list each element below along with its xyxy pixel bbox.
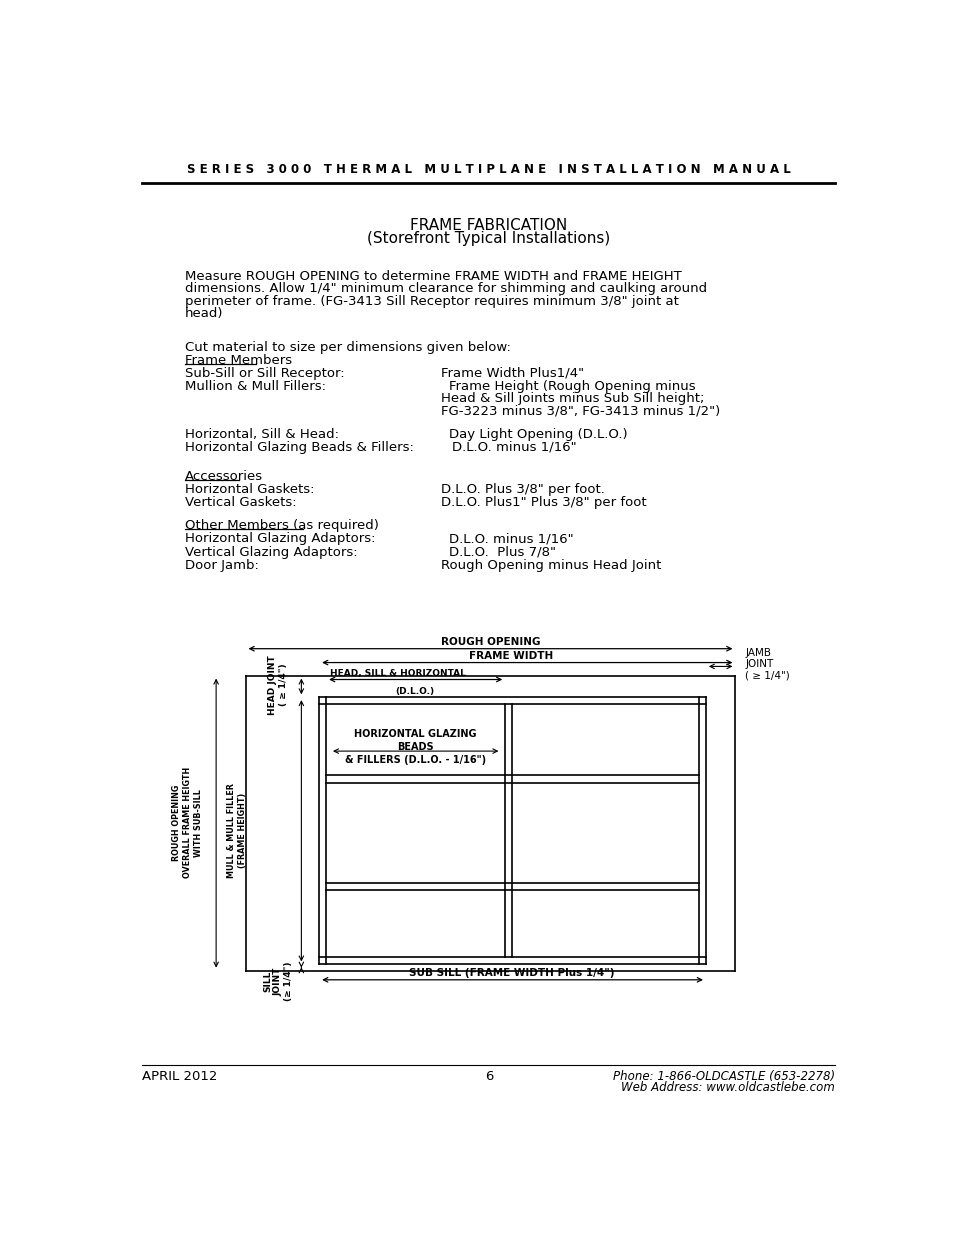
Text: Frame Height (Rough Opening minus: Frame Height (Rough Opening minus	[448, 380, 695, 393]
Text: Frame Members: Frame Members	[185, 353, 292, 367]
Text: Measure ROUGH OPENING to determine FRAME WIDTH and FRAME HEIGHT: Measure ROUGH OPENING to determine FRAME…	[185, 270, 681, 283]
Text: Vertical Glazing Adaptors:: Vertical Glazing Adaptors:	[185, 546, 357, 558]
Text: Horizontal Gaskets:: Horizontal Gaskets:	[185, 483, 314, 496]
Text: Other Members (as required): Other Members (as required)	[185, 520, 378, 532]
Text: Frame Width Plus1/4": Frame Width Plus1/4"	[440, 367, 583, 380]
Text: Day Light Opening (D.L.O.): Day Light Opening (D.L.O.)	[448, 427, 626, 441]
Text: D.L.O. Plus 3/8" per foot.: D.L.O. Plus 3/8" per foot.	[440, 483, 604, 496]
Text: JAMB
JOINT
( ≥ 1/4"): JAMB JOINT ( ≥ 1/4")	[744, 647, 789, 680]
Text: Horizontal, Sill & Head:: Horizontal, Sill & Head:	[185, 427, 338, 441]
Text: HEAD JOINT
( ≥ 1/4"): HEAD JOINT ( ≥ 1/4")	[268, 655, 288, 715]
Text: Cut material to size per dimensions given below:: Cut material to size per dimensions give…	[185, 341, 511, 353]
Text: Door Jamb:: Door Jamb:	[185, 558, 258, 572]
Text: APRIL 2012: APRIL 2012	[142, 1070, 217, 1083]
Text: Horizontal Glazing Beads & Fillers:: Horizontal Glazing Beads & Fillers:	[185, 441, 414, 453]
Text: (D.L.O.): (D.L.O.)	[395, 687, 435, 697]
Text: 6: 6	[484, 1070, 493, 1083]
Text: FG-3223 minus 3/8", FG-3413 minus 1/2"): FG-3223 minus 3/8", FG-3413 minus 1/2")	[440, 405, 720, 417]
Text: D.L.O. minus 1/16": D.L.O. minus 1/16"	[452, 441, 577, 453]
Text: ROUGH OPENING: ROUGH OPENING	[440, 637, 539, 647]
Text: Head & Sill joints minus Sub Sill height;: Head & Sill joints minus Sub Sill height…	[440, 393, 703, 405]
Text: SILL
JOINT
(≥ 1/4"): SILL JOINT (≥ 1/4")	[263, 962, 293, 1002]
Text: (Storefront Typical Installations): (Storefront Typical Installations)	[367, 231, 610, 246]
Text: head): head)	[185, 306, 223, 320]
Text: Horizontal Glazing Adaptors:: Horizontal Glazing Adaptors:	[185, 532, 375, 546]
Text: HEAD, SILL & HORIZONTAL: HEAD, SILL & HORIZONTAL	[330, 669, 465, 678]
Text: Sub-Sill or Sill Receptor:: Sub-Sill or Sill Receptor:	[185, 367, 344, 380]
Text: Accessories: Accessories	[185, 471, 263, 483]
Text: perimeter of frame. (FG-3413 Sill Receptor requires minimum 3/8" joint at: perimeter of frame. (FG-3413 Sill Recept…	[185, 294, 679, 308]
Text: Mullion & Mull Fillers:: Mullion & Mull Fillers:	[185, 380, 326, 393]
Text: Web Address: www.oldcastlebe.com: Web Address: www.oldcastlebe.com	[620, 1082, 835, 1094]
Text: S E R I E S   3 0 0 0   T H E R M A L   M U L T I P L A N E   I N S T A L L A T : S E R I E S 3 0 0 0 T H E R M A L M U L …	[187, 163, 790, 177]
Text: FRAME FABRICATION: FRAME FABRICATION	[410, 217, 567, 232]
Text: Vertical Gaskets:: Vertical Gaskets:	[185, 496, 296, 509]
Text: SUB SILL (FRAME WIDTH Plus 1/4"): SUB SILL (FRAME WIDTH Plus 1/4")	[409, 968, 615, 978]
Text: FRAME WIDTH: FRAME WIDTH	[469, 651, 553, 661]
Text: D.L.O. Plus1" Plus 3/8" per foot: D.L.O. Plus1" Plus 3/8" per foot	[440, 496, 646, 509]
Text: MULL & MULL FILLER
(FRAME HEIGHT): MULL & MULL FILLER (FRAME HEIGHT)	[227, 783, 247, 878]
Text: ROUGH OPENING
OVERALL FRAME HEIGTH
WITH SUB-SILL: ROUGH OPENING OVERALL FRAME HEIGTH WITH …	[172, 767, 203, 878]
Text: HORIZONTAL GLAZING
BEADS
& FILLERS (D.L.O. - 1/16"): HORIZONTAL GLAZING BEADS & FILLERS (D.L.…	[344, 729, 485, 766]
Text: D.L.O. minus 1/16": D.L.O. minus 1/16"	[448, 532, 573, 546]
Text: Phone: 1-866-OLDCASTLE (653-2278): Phone: 1-866-OLDCASTLE (653-2278)	[613, 1070, 835, 1083]
Text: dimensions. Allow 1/4" minimum clearance for shimming and caulking around: dimensions. Allow 1/4" minimum clearance…	[185, 282, 706, 295]
Text: D.L.O.  Plus 7/8": D.L.O. Plus 7/8"	[448, 546, 555, 558]
Text: Rough Opening minus Head Joint: Rough Opening minus Head Joint	[440, 558, 660, 572]
